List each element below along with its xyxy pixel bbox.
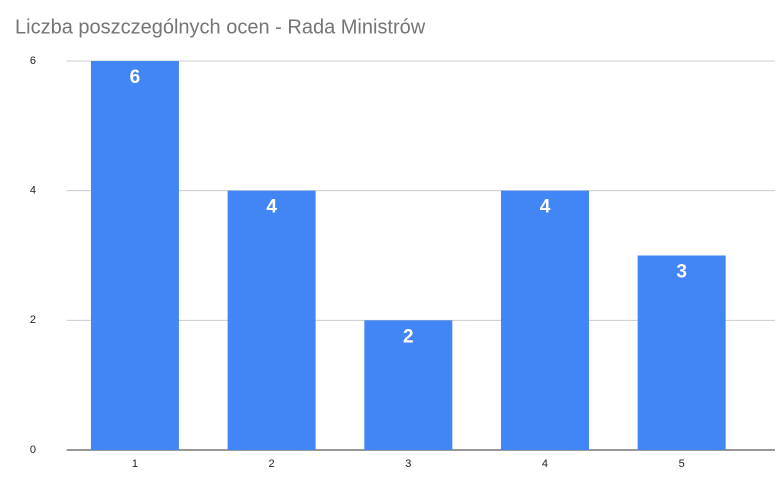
x-tick-label: 3 xyxy=(405,458,411,470)
x-tick-label: 1 xyxy=(132,458,138,470)
data-label: 4 xyxy=(266,197,277,218)
y-tick-label: 2 xyxy=(30,314,36,326)
chart-title: Liczba poszczególnych ocen - Rada Minist… xyxy=(15,16,426,38)
y-tick-label: 0 xyxy=(30,444,36,456)
bar xyxy=(90,61,179,450)
bar xyxy=(227,190,316,450)
bar xyxy=(364,320,453,450)
y-tick-label: 6 xyxy=(30,55,36,67)
x-tick-label: 4 xyxy=(542,458,548,470)
bar xyxy=(637,255,726,450)
data-label: 6 xyxy=(130,67,141,88)
data-label: 3 xyxy=(676,262,687,283)
data-label: 2 xyxy=(403,326,414,347)
bar xyxy=(500,190,589,450)
y-tick-label: 4 xyxy=(30,185,36,197)
data-label: 4 xyxy=(540,197,551,218)
x-tick-label: 2 xyxy=(269,458,275,470)
x-tick-label: 5 xyxy=(679,458,685,470)
